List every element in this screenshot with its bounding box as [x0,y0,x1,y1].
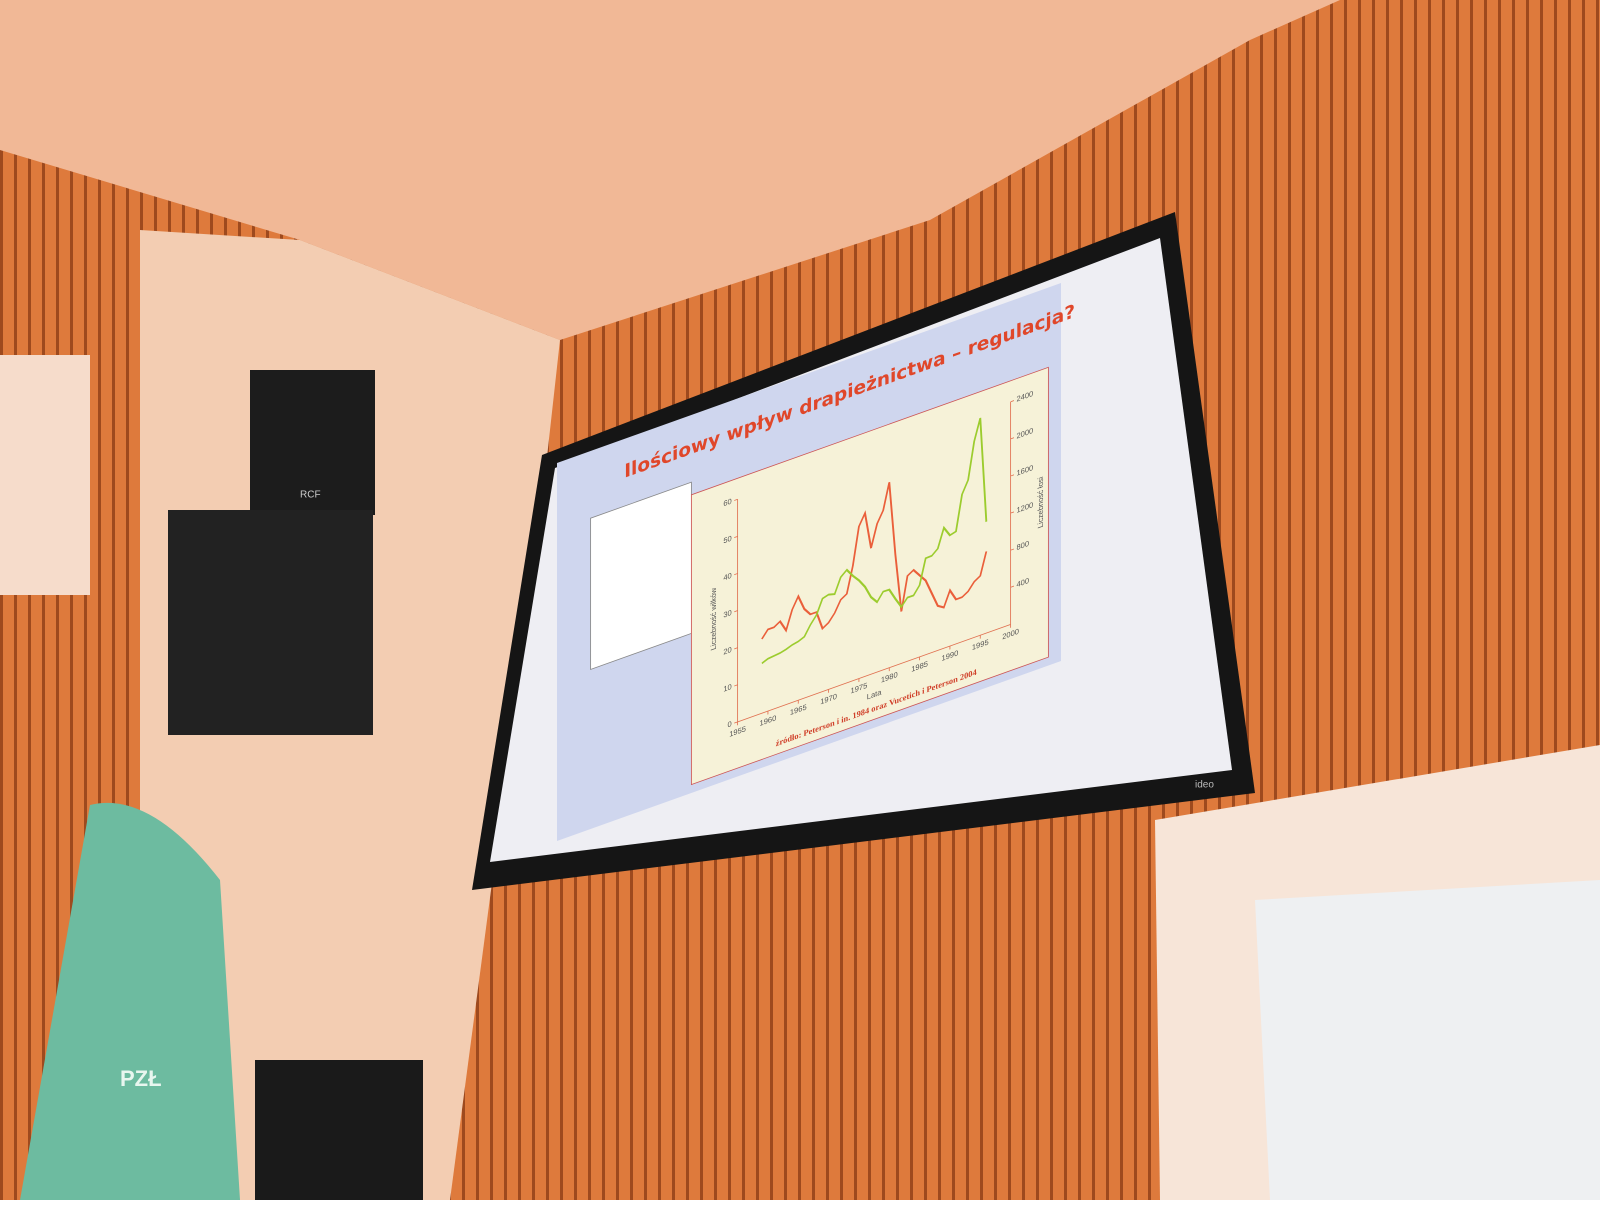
y2-tick [1010,585,1014,588]
y-tick-label: 20 [723,645,732,657]
doorway [1255,880,1600,1200]
y-tick-label: 0 [728,719,733,729]
y-tick-label: 30 [723,608,732,620]
y-tick-label: 10 [723,682,732,694]
y-tick-label: 50 [723,533,732,545]
series-line [761,481,988,640]
flag-text: PZŁ [120,1066,162,1091]
speaker-brand: RCF [300,490,321,501]
y-tick [734,684,738,687]
chart-panel [690,366,1049,786]
series-line [761,417,988,665]
wall-panel [0,355,90,595]
speaker [250,370,375,515]
screen-brand: ideo [1195,780,1214,791]
y-axis-label: Liczebność wilków [709,586,718,652]
y-tick-label: 60 [723,496,732,508]
x-axis [737,623,1011,723]
y-tick [734,573,738,576]
y2-tick [1010,437,1014,440]
flag [20,802,240,1200]
y2-axis-label: Liczebność łosi [1036,475,1045,530]
y-tick [734,647,738,650]
y-tick-label: 40 [723,571,732,583]
speaker-floor [255,1060,423,1200]
y2-tick [1010,474,1014,477]
y-tick [734,498,738,501]
y2-tick [1010,511,1014,514]
y2-tick [1010,400,1014,403]
y-tick [734,721,738,724]
ceiling [0,0,1340,340]
subwoofer [168,510,373,735]
y2-tick [1010,548,1014,551]
y-tick [734,610,738,613]
y-tick [734,535,738,539]
